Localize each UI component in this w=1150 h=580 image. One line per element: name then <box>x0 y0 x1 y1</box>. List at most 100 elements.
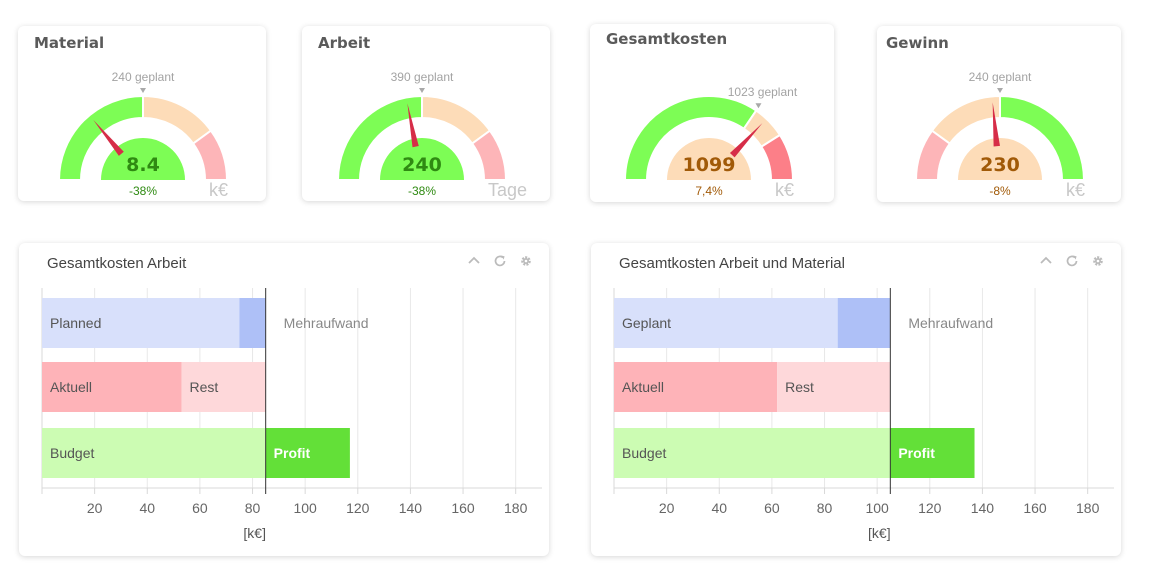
panel-toolbar <box>467 254 533 268</box>
bar-segment <box>265 428 350 478</box>
bar-segment <box>777 362 891 412</box>
gauge-title: Gesamtkosten <box>606 30 728 48</box>
tick-label: 100 <box>865 500 889 516</box>
gauge-needle <box>407 103 419 148</box>
tick-label: 40 <box>139 500 155 516</box>
tick-label: 140 <box>971 500 995 516</box>
gauge-value: 8.4 <box>126 154 160 176</box>
bar-label: Profit <box>898 445 935 461</box>
tick-label: 100 <box>293 500 317 516</box>
gesamtkosten-arbeit-material-chart: 20 40 60 80 100 120 140 160 180 [k€] Geplant Mehrau… <box>613 288 1114 541</box>
bar-label: Budget <box>50 445 94 461</box>
plan-marker <box>419 88 425 93</box>
bar-label: Profit <box>274 445 311 461</box>
bar-label: Planned <box>50 315 101 331</box>
tick-label: 80 <box>245 500 261 516</box>
tick-label: 120 <box>918 500 942 516</box>
tick-label: 80 <box>817 500 833 516</box>
refresh-icon[interactable] <box>493 254 507 268</box>
gauge-value: 1099 <box>683 154 736 176</box>
gauge-title: Arbeit <box>318 34 371 52</box>
gauge-band <box>421 94 492 145</box>
gauge-card-gesamtkosten: Gesamtkosten 1023 geplant 1099 7,4% k€ <box>590 24 834 202</box>
panel-title: Gesamtkosten Arbeit <box>47 255 187 272</box>
panel-toolbar <box>1039 254 1105 268</box>
plan-label: 390 geplant <box>391 70 454 84</box>
gauge-center <box>101 138 185 180</box>
bar-segment <box>614 298 838 348</box>
panel-gesamtkosten-arbeit-material: Gesamtkosten Arbeit und Material 20 40 60 8… <box>591 243 1121 556</box>
bar-segment <box>614 362 778 412</box>
gauge-value: 240 <box>402 154 442 176</box>
collapse-icon[interactable] <box>467 254 481 268</box>
bar-label: Rest <box>785 379 814 395</box>
gauge-value: 230 <box>980 154 1020 176</box>
plan-marker <box>140 88 146 93</box>
gauge-center <box>380 138 464 180</box>
refresh-icon[interactable] <box>1065 254 1079 268</box>
gauge-percent: -38% <box>408 184 436 198</box>
gauge-needle <box>992 102 1000 147</box>
gauge-unit: k€ <box>1066 180 1085 200</box>
bar-segment <box>239 298 266 348</box>
gauge-center <box>958 138 1042 180</box>
gauge-band <box>999 94 1086 181</box>
panel-title: Gesamtkosten Arbeit und Material <box>619 255 845 272</box>
tick-label: 60 <box>192 500 208 516</box>
material-gauge: 240 geplant 8.4 -38% k€ <box>57 70 229 200</box>
x-axis-label: [k€] <box>243 525 266 541</box>
gauge-percent: 7,4% <box>695 184 723 198</box>
tick-label: 140 <box>399 500 423 516</box>
gauge-title: Material <box>34 34 105 52</box>
tick-label: 180 <box>1076 500 1100 516</box>
bar-label: Rest <box>189 379 218 395</box>
tick-label: 160 <box>1023 500 1047 516</box>
bar-segment <box>890 428 975 478</box>
tick-label: 160 <box>451 500 475 516</box>
collapse-icon[interactable] <box>1039 254 1053 268</box>
plan-marker <box>997 88 1003 93</box>
gauge-band <box>191 129 229 181</box>
gauge-card-arbeit: Arbeit 390 geplant 240 -38% Tage <box>302 26 550 201</box>
bar-label: Aktuell <box>50 379 92 395</box>
tick-label: 20 <box>659 500 675 516</box>
gauge-band <box>759 133 795 181</box>
bar-segment <box>181 362 266 412</box>
bar-label: Mehraufwand <box>908 315 993 331</box>
gauge-band <box>142 94 213 145</box>
gauge-unit: Tage <box>488 180 527 200</box>
tick-label: 120 <box>346 500 370 516</box>
gauge-needle <box>93 119 124 156</box>
gauge-band <box>470 129 508 181</box>
gauge-card-gewinn: Gewinn 240 geplant 230 -8% k€ <box>877 26 1121 202</box>
gauge-percent: -8% <box>989 184 1011 198</box>
bar-label: Budget <box>622 445 666 461</box>
gewinn-gauge: 240 geplant 230 -8% k€ <box>914 70 1086 200</box>
tick-label: 180 <box>504 500 528 516</box>
tick-label: 20 <box>87 500 103 516</box>
gauge-needle <box>729 123 763 158</box>
bar-segment <box>42 298 240 348</box>
bar-label: Geplant <box>622 315 671 331</box>
bar-segment <box>42 428 266 478</box>
gauge-unit: k€ <box>775 180 794 200</box>
gesamtkosten-gauge: 1023 geplant 1099 7,4% k€ <box>623 85 798 200</box>
gauge-percent: -38% <box>129 184 157 198</box>
plan-label: 240 geplant <box>969 70 1032 84</box>
plan-label: 240 geplant <box>112 70 175 84</box>
plan-marker <box>755 103 762 109</box>
gesamtkosten-arbeit-chart: 20 40 60 80 100 120 140 160 180 [k€] Planned Mehrau… <box>41 288 542 541</box>
bar-segment <box>837 298 891 348</box>
x-axis-label: [k€] <box>868 525 891 541</box>
plan-label: 1023 geplant <box>728 85 798 99</box>
bar-label: Mehraufwand <box>284 315 369 331</box>
bar-segment <box>42 362 182 412</box>
panel-gesamtkosten-arbeit: Gesamtkosten Arbeit 20 40 60 80 100 120 140 160… <box>19 243 549 556</box>
gauge-band <box>930 94 1001 145</box>
bar-label: Aktuell <box>622 379 664 395</box>
settings-icon[interactable] <box>1091 254 1105 268</box>
settings-icon[interactable] <box>519 254 533 268</box>
gauge-center <box>667 138 751 180</box>
gauge-title: Gewinn <box>886 34 949 52</box>
tick-label: 60 <box>764 500 780 516</box>
